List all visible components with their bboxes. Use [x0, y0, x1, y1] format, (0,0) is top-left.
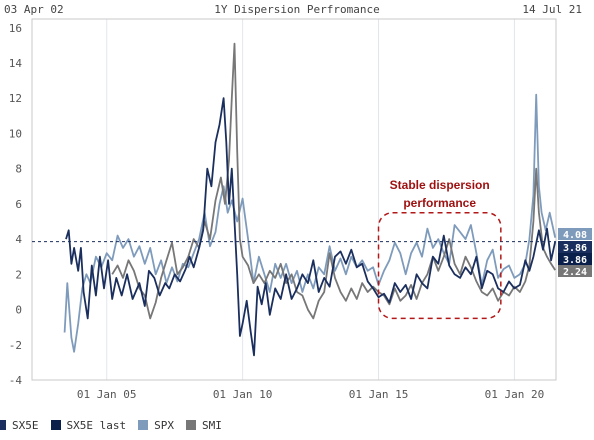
- legend-label: SMI: [201, 418, 222, 432]
- y-axis-ticks: -4 -2 0 2 4 6 8 10 12 14 16: [9, 22, 23, 387]
- legend-item: SPX: [138, 419, 174, 432]
- y-tick-label: -2: [9, 339, 22, 352]
- x-tick-label: 01 Jan 10: [213, 388, 273, 401]
- legend-label: SPX: [154, 418, 174, 432]
- x-axis-ticks: 01 Jan 05 01 Jan 10 01 Jan 15 01 Jan 20: [77, 388, 544, 401]
- last-value-labels: 4.083.863.862.24: [558, 228, 592, 278]
- last-value-text: 4.08: [563, 230, 587, 241]
- x-tick-label: 01 Jan 05: [77, 388, 137, 401]
- y-tick-label: 4: [15, 233, 22, 246]
- plot-area-frame: [31, 18, 557, 381]
- end-date-label: 14 Jul 21: [522, 3, 582, 16]
- annotation-line-2: performance: [403, 196, 476, 210]
- legend-item: SMI: [185, 418, 222, 432]
- y-tick-label: 14: [9, 57, 23, 70]
- legend-label: SX5E last: [66, 418, 127, 432]
- legend-item: SX5E: [0, 419, 39, 432]
- legend-swatch: [185, 420, 196, 430]
- series-line-smi: [111, 42, 556, 320]
- y-tick-label: 2: [15, 268, 22, 281]
- last-value-text: 3.86: [563, 243, 587, 254]
- chart-title: 1Y Dispersion Perfromance: [214, 3, 380, 16]
- legend-label: SX5E: [12, 418, 39, 432]
- y-tick-label: 10: [9, 127, 22, 140]
- legend-swatch: [50, 420, 61, 430]
- last-value-tag: [558, 228, 592, 240]
- annotation-line-1: Stable dispersion: [390, 178, 490, 192]
- stable-dispersion-highlight-box: [377, 211, 502, 320]
- y-tick-label: 0: [15, 304, 22, 317]
- legend-item: SX5E last: [50, 418, 127, 432]
- legend-swatch: [138, 420, 149, 430]
- series-lines: [63, 42, 557, 357]
- y-tick-label: 8: [15, 163, 22, 176]
- start-date-label: 03 Apr 02: [4, 3, 64, 16]
- y-tick-label: -4: [9, 374, 23, 387]
- last-value-tag: [558, 241, 592, 253]
- x-tick-label: 01 Jan 20: [485, 388, 545, 401]
- x-tick-label: 01 Jan 15: [349, 388, 409, 401]
- y-tick-label: 12: [9, 92, 22, 105]
- last-value-tag: [558, 265, 592, 277]
- legend: SX5E SX5E last SPX SMI: [0, 416, 234, 434]
- last-value-text: 2.24: [563, 267, 587, 278]
- last-value-tag: [558, 253, 592, 265]
- last-value-text: 3.86: [563, 255, 587, 266]
- legend-swatch: [0, 420, 6, 430]
- y-tick-label: 6: [15, 198, 22, 211]
- y-tick-label: 16: [9, 22, 22, 35]
- series-line-sx5e: [65, 97, 557, 357]
